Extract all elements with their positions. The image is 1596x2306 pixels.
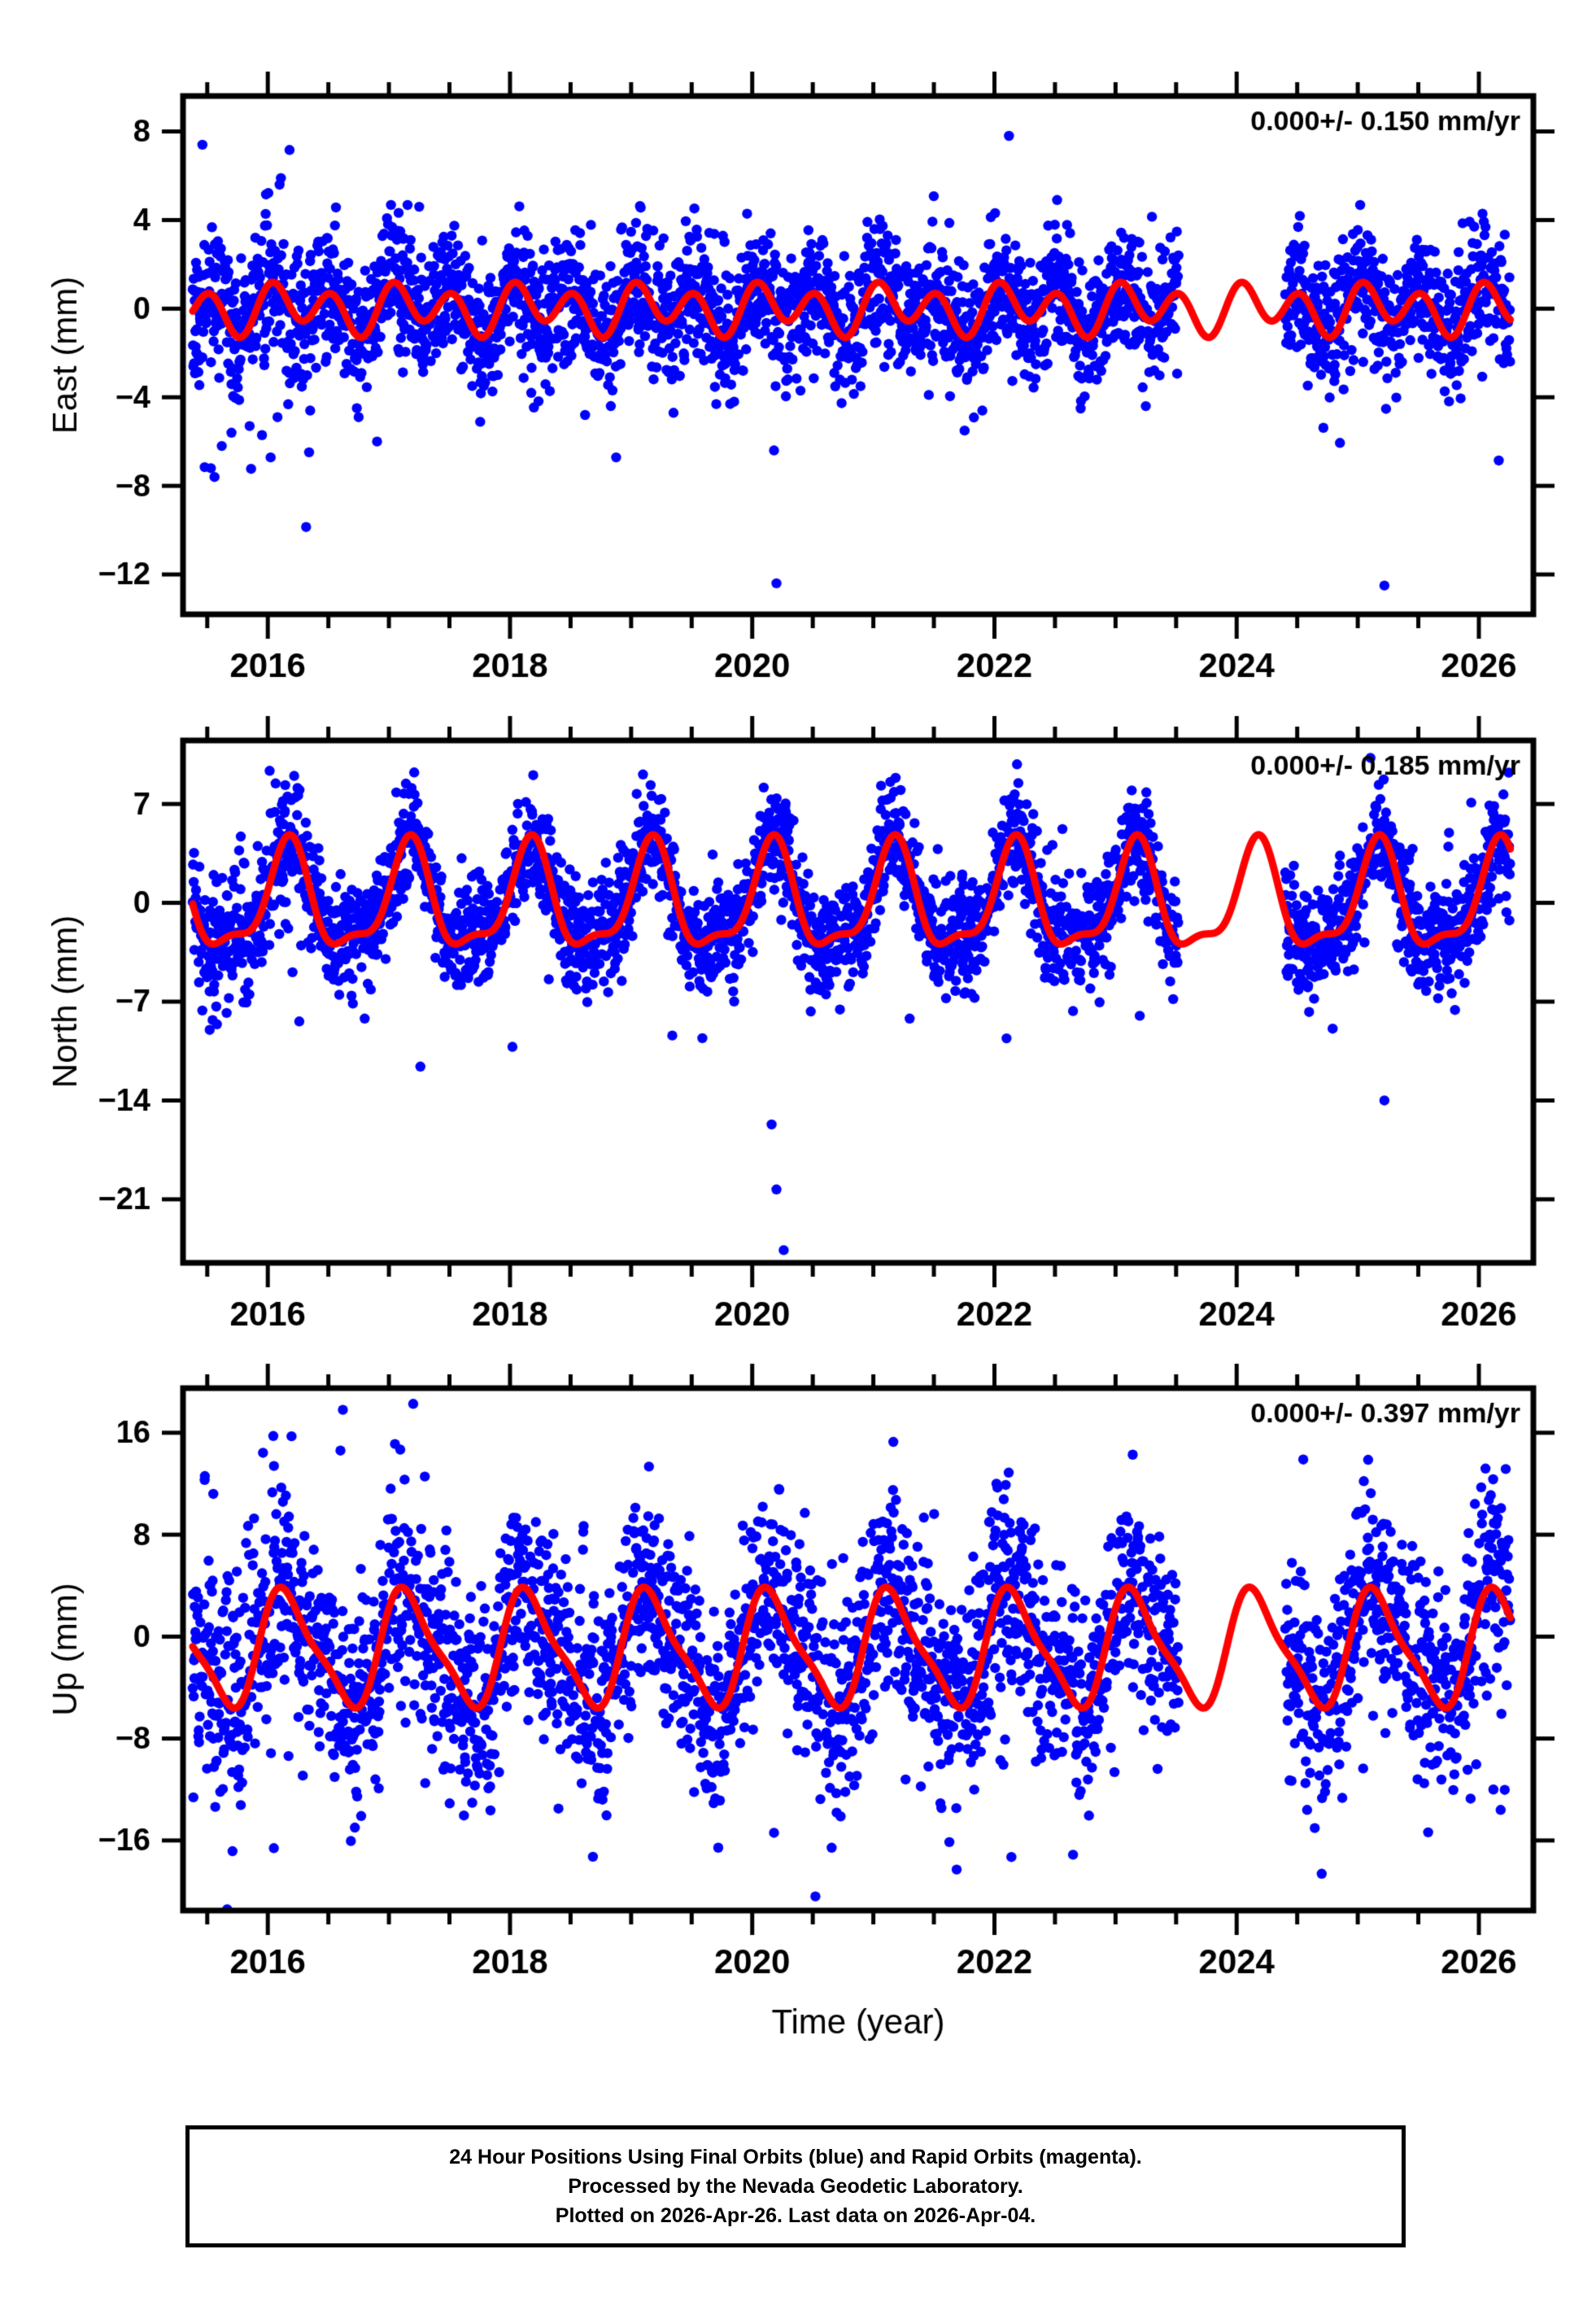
footer-caption-box: 24 Hour Positions Using Final Orbits (bl… (185, 2125, 1406, 2247)
footer-line-2: Processed by the Nevada Geodetic Laborat… (568, 2174, 1023, 2198)
footer-line-1: 24 Hour Positions Using Final Orbits (bl… (449, 2145, 1142, 2168)
footer-line-3: Plotted on 2026-Apr-26. Last data on 202… (555, 2204, 1036, 2228)
